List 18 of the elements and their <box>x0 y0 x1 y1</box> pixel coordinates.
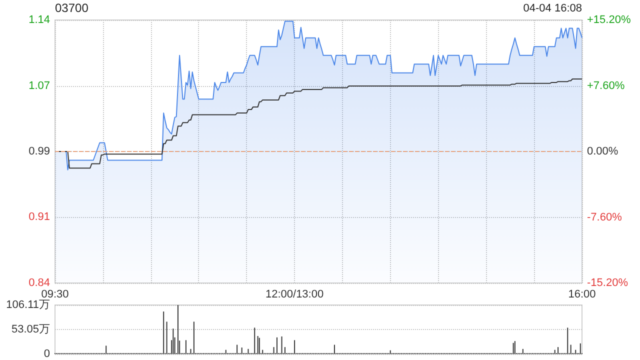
x-tick-label: 16:00 <box>568 288 596 300</box>
x-tick-label: 12:00/13:00 <box>265 288 324 300</box>
y2-tick-label: 0.00% <box>587 146 618 158</box>
y2-tick-label: +15.20% <box>587 14 631 26</box>
y-tick-label: 0.99 <box>28 146 50 158</box>
y-tick-label: 0.84 <box>28 277 50 289</box>
y-tick-label: 106.11万 <box>6 299 50 311</box>
y-tick-label: 1.14 <box>28 14 50 26</box>
text: 04-04 16:08 <box>523 2 582 14</box>
y2-tick-label: +7.60% <box>587 80 625 92</box>
x-tick-label: 09:30 <box>41 288 69 300</box>
y-tick-label: 0.91 <box>28 211 50 224</box>
y-tick-label: 0 <box>44 348 50 360</box>
y-tick-label: 53.05万 <box>11 324 50 336</box>
y-tick-label: 1.07 <box>28 80 50 92</box>
chart-title: 03700 <box>55 1 89 15</box>
y2-tick-label: -7.60% <box>587 211 622 224</box>
y2-tick-label: -15.20% <box>587 277 628 289</box>
